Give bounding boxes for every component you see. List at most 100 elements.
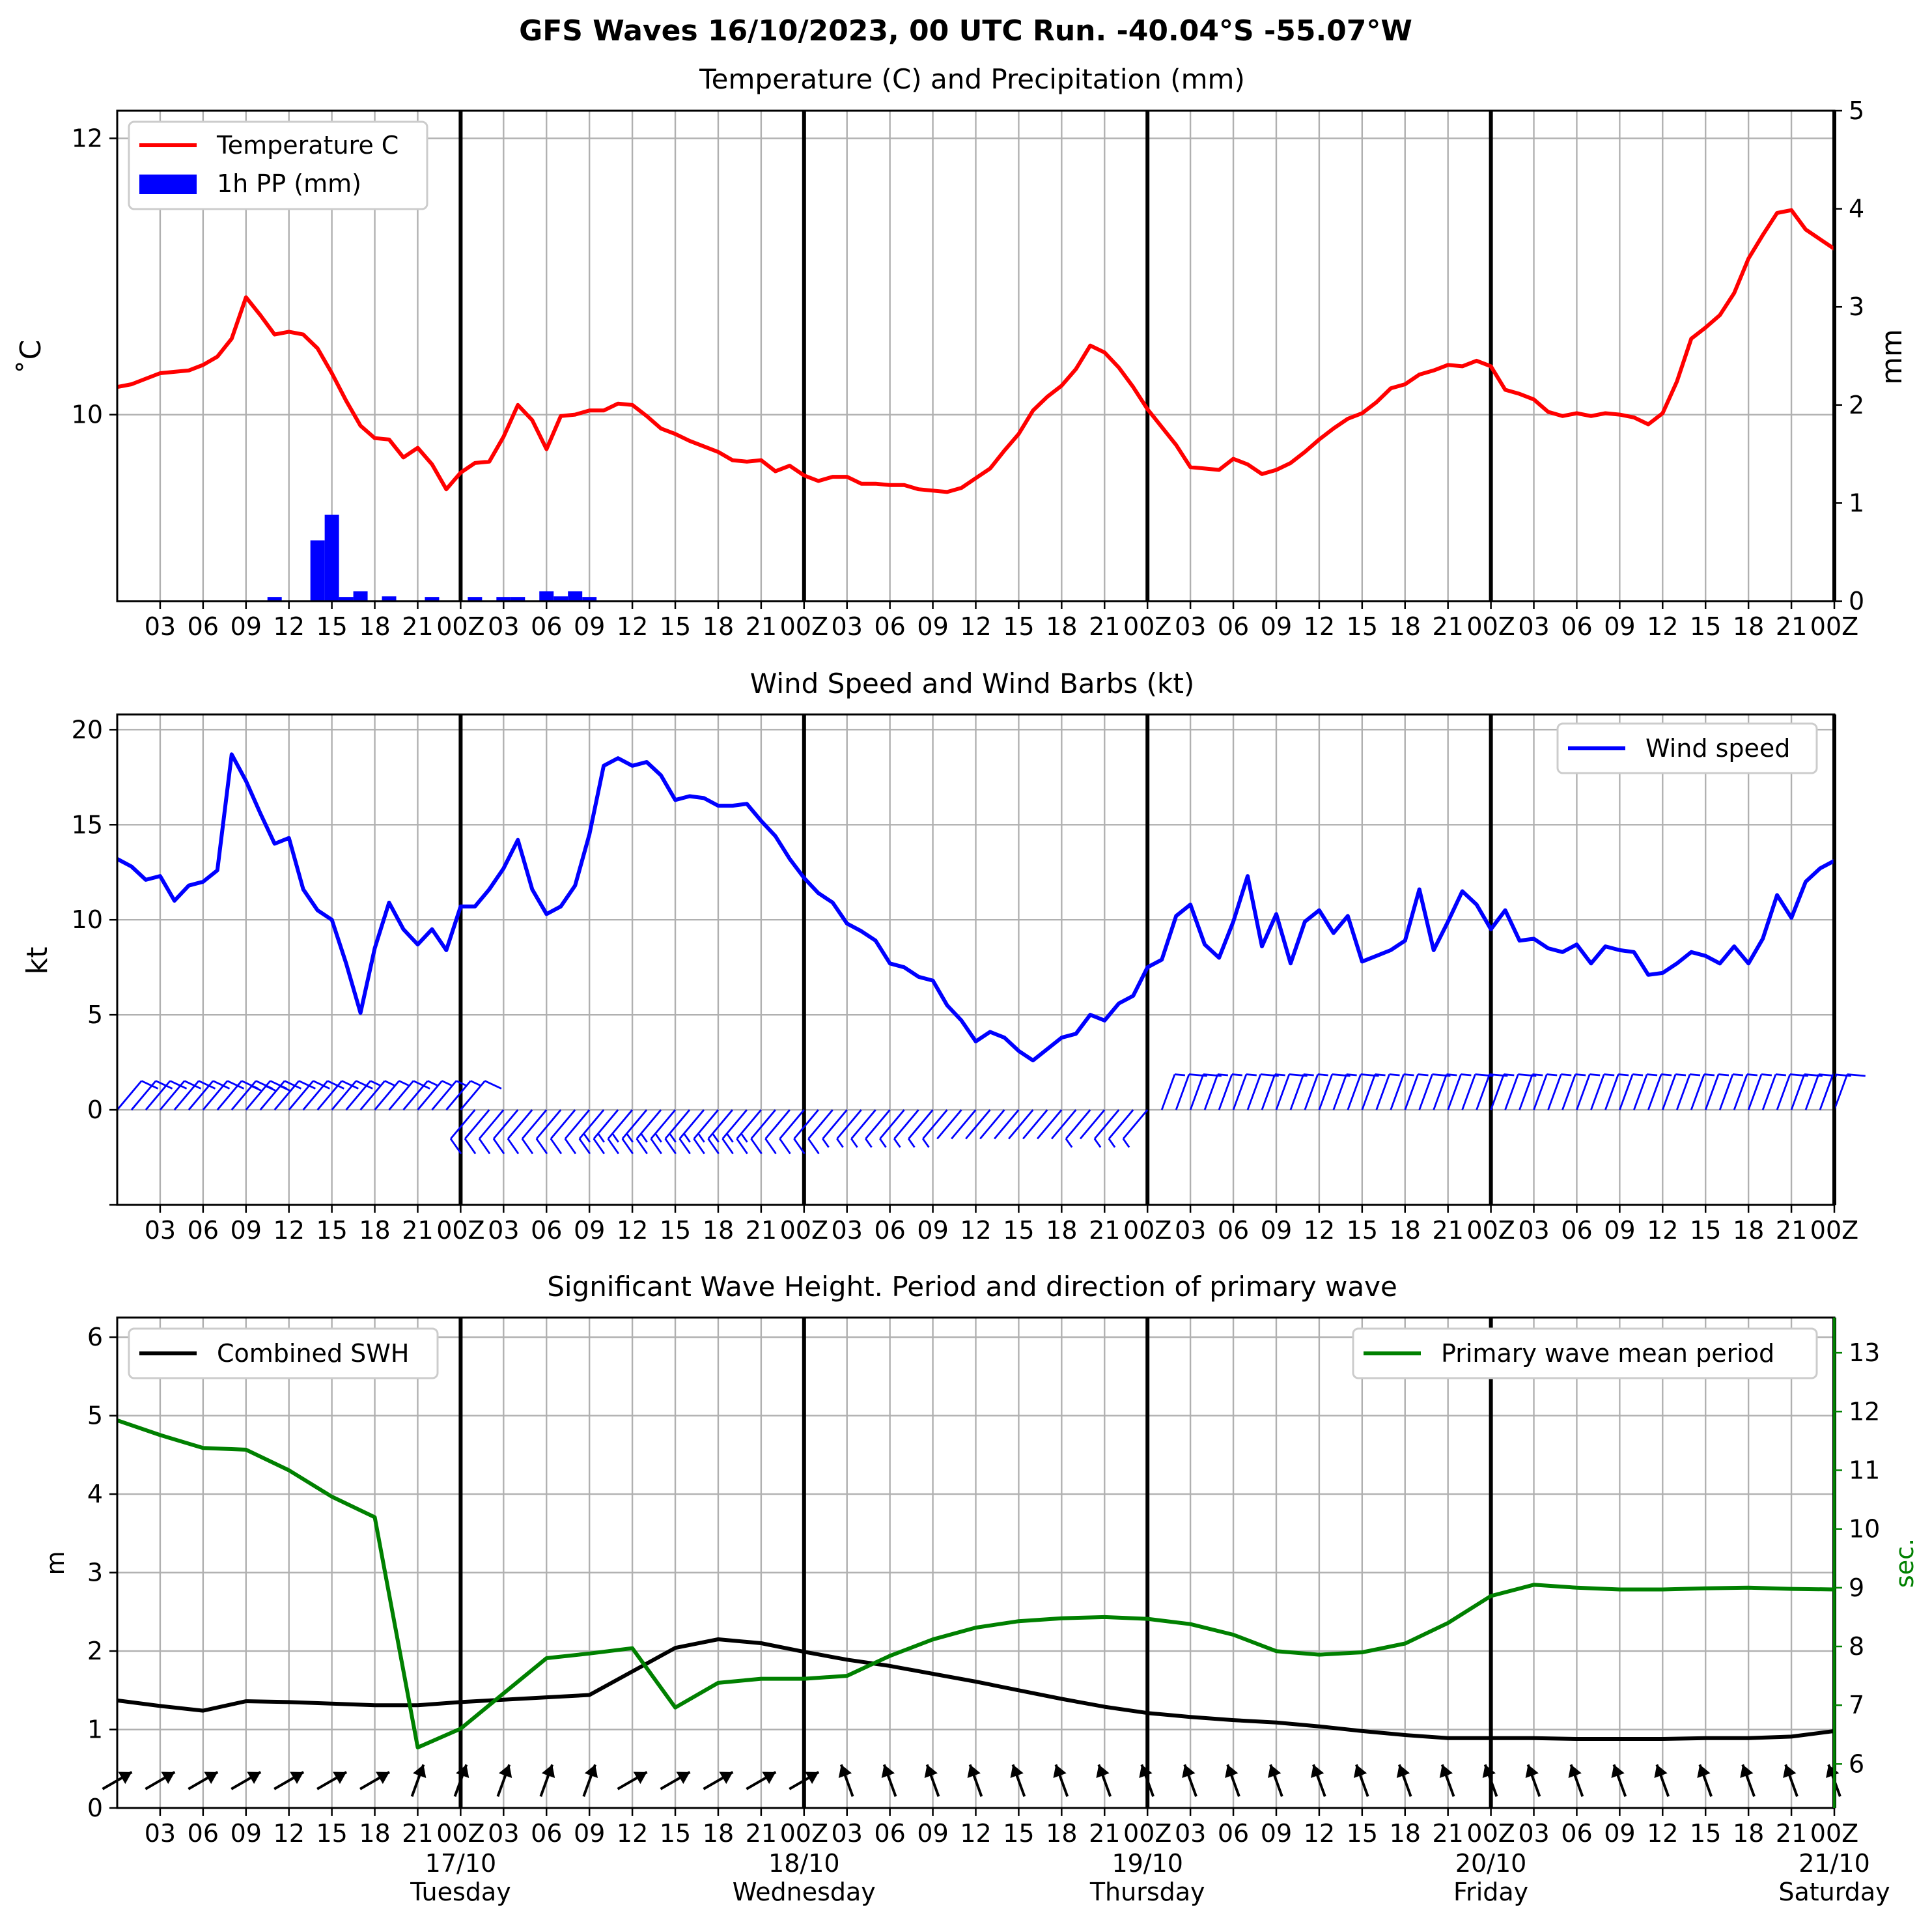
barb-feather xyxy=(370,1080,380,1086)
arrow-head xyxy=(204,1772,218,1785)
wind-barb xyxy=(316,1080,359,1110)
wind-barb xyxy=(116,1080,159,1110)
wave-arrow xyxy=(967,1764,983,1797)
barb-staff xyxy=(159,1080,186,1110)
barb-staff xyxy=(994,1109,1020,1140)
barb-staff xyxy=(1704,1074,1720,1110)
barb-feather xyxy=(697,1133,705,1143)
wind-barb xyxy=(302,1080,344,1110)
wind-barb xyxy=(850,1109,876,1148)
barb-feather xyxy=(707,1138,720,1155)
barb-staff xyxy=(1304,1074,1319,1110)
barb-feather xyxy=(313,1080,330,1090)
wind-barb xyxy=(1318,1073,1351,1110)
wave-arrow xyxy=(410,1764,427,1797)
x-tick-label: 03 xyxy=(1518,1819,1549,1848)
x-tick-label: 06 xyxy=(531,1216,562,1245)
wind-barb xyxy=(1633,1073,1658,1110)
barb-feather xyxy=(597,1133,605,1143)
barb-staff xyxy=(507,1109,533,1140)
barb-staff xyxy=(1718,1074,1734,1110)
barb-feather xyxy=(712,1133,720,1143)
wind-barb xyxy=(431,1080,466,1110)
x-tick-label: 15 xyxy=(1003,1216,1034,1245)
arrow-head xyxy=(1053,1764,1067,1779)
barb-feather xyxy=(607,1138,620,1155)
barb-staff xyxy=(345,1080,371,1110)
precip-bar xyxy=(511,597,525,601)
x-tick-label: 06 xyxy=(1218,1819,1249,1848)
barb-feather xyxy=(793,1138,805,1155)
x-tick-label: 06 xyxy=(1561,612,1592,641)
x-tick-label: 12 xyxy=(1304,1819,1335,1848)
x-tick-label: 06 xyxy=(531,612,562,641)
barb-staff xyxy=(1361,1074,1376,1110)
x-tick-label: 00Z xyxy=(1466,1819,1515,1848)
wind-barb xyxy=(1404,1073,1429,1110)
wave-arrow xyxy=(617,1771,648,1790)
precip-bar xyxy=(267,597,282,601)
barb-staff xyxy=(1747,1074,1763,1110)
wind-barb xyxy=(764,1109,791,1155)
x-tick-label: 00Z xyxy=(1466,1216,1515,1245)
x-tick-label: 18 xyxy=(1046,612,1077,641)
wind-grid xyxy=(117,714,1836,1205)
arrow-head xyxy=(1139,1764,1153,1779)
barb-feather xyxy=(284,1080,301,1090)
wave-arrow xyxy=(1568,1764,1584,1797)
y-right-tick-label: 11 xyxy=(1849,1456,1880,1484)
barb-feather xyxy=(721,1138,734,1155)
wind-barb xyxy=(1108,1109,1134,1148)
wind-barb xyxy=(535,1109,562,1155)
arrow-head xyxy=(161,1772,175,1785)
barb-feather xyxy=(1289,1073,1308,1077)
arrow-head xyxy=(1697,1764,1711,1779)
temperature-ticks: 03 06 09 12 15 18 21 00Z 03 06 09 12 15 18 21 00Z 03 06 09… xyxy=(72,96,1865,641)
x-tick-label: 15 xyxy=(660,1819,691,1848)
arrow-head xyxy=(924,1764,938,1779)
wind-barb xyxy=(1819,1073,1851,1110)
arrow-head xyxy=(498,1764,512,1779)
wave-arrow xyxy=(188,1771,219,1790)
precip-y-label: mm xyxy=(1875,329,1909,385)
barb-staff xyxy=(1418,1074,1433,1110)
wind-lines xyxy=(116,752,1836,1063)
wind-barb xyxy=(1093,1109,1120,1148)
precip-bar xyxy=(582,597,597,601)
barb-staff xyxy=(979,1109,1005,1140)
wind-barb xyxy=(664,1109,691,1155)
barb-staff xyxy=(116,1080,143,1110)
wind-barb xyxy=(273,1080,316,1110)
x-tick-label: 09 xyxy=(917,612,948,641)
wind-barb xyxy=(893,1109,919,1148)
barb-staff xyxy=(1833,1074,1849,1110)
barb-feather xyxy=(922,1138,930,1148)
barb-feather xyxy=(327,1080,344,1090)
x-tick-label: 09 xyxy=(1261,612,1292,641)
x-tick-label: 21 xyxy=(402,1216,433,1245)
wind-barb xyxy=(1490,1073,1515,1110)
wave-arrow xyxy=(539,1764,555,1797)
x-tick-label: 15 xyxy=(1347,1216,1378,1245)
x-tick-label: 03 xyxy=(832,1819,863,1848)
x-tick-label: 15 xyxy=(660,1216,691,1245)
x-tick-label: 21 xyxy=(746,612,777,641)
barb-feather xyxy=(1475,1073,1494,1077)
barb-staff xyxy=(779,1109,805,1140)
x-tick-label: 18 xyxy=(703,1819,734,1848)
barb-feather xyxy=(1847,1073,1866,1077)
wind-barb xyxy=(1747,1073,1772,1110)
x-tick-label: 09 xyxy=(917,1216,948,1245)
figure-title: GFS Waves 16/10/2023, 00 UTC Run. -40.04… xyxy=(519,14,1412,48)
wind-barb xyxy=(1661,1073,1687,1110)
barb-feather xyxy=(198,1080,216,1090)
y-tick-label: 6 xyxy=(87,1323,103,1351)
wave-arrow xyxy=(660,1771,691,1790)
arrow-head xyxy=(805,1772,819,1785)
barb-staff xyxy=(1093,1109,1120,1140)
y-right-tick-label: 10 xyxy=(1849,1515,1880,1544)
x-tick-label: 21 xyxy=(1089,612,1120,641)
wave-panel-title: Significant Wave Height. Period and dire… xyxy=(547,1271,1397,1303)
barb-feather xyxy=(427,1080,438,1086)
